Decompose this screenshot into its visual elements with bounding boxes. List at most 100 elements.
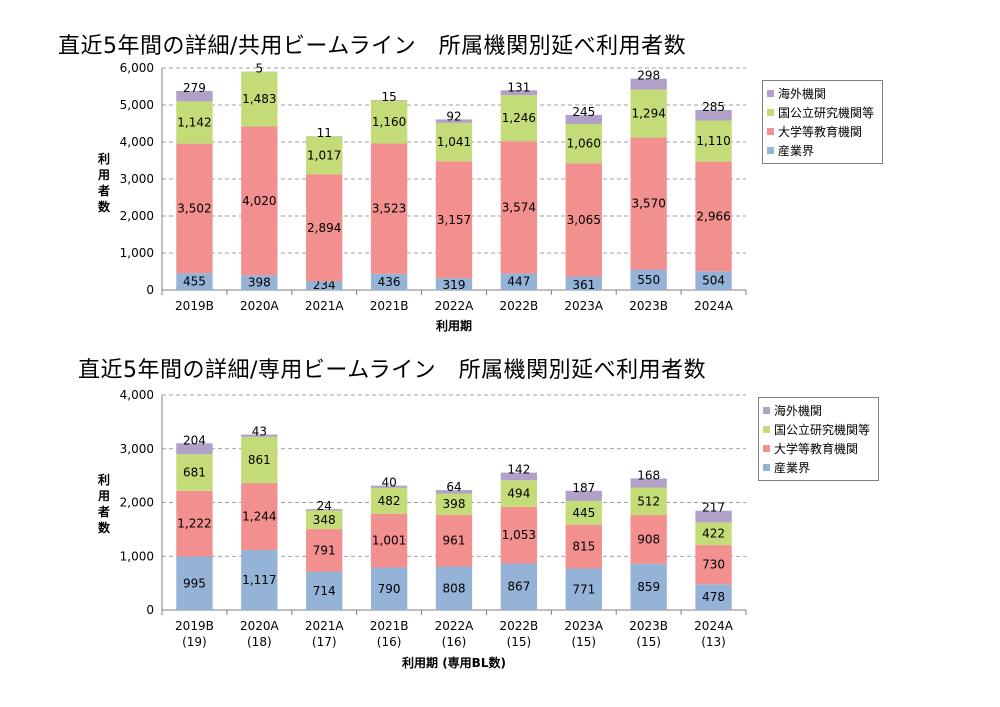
data-label-industry: 398 <box>248 276 271 290</box>
data-label-overseas: 131 <box>507 80 530 94</box>
bar-segment-overseas <box>565 114 602 125</box>
x-tick-sublabel: (15) <box>636 635 661 649</box>
data-label-national: 1,160 <box>372 115 406 129</box>
data-label-university: 791 <box>313 543 336 557</box>
data-label-national: 398 <box>443 497 466 511</box>
bar-segment-national <box>241 436 278 484</box>
data-label-overseas: 168 <box>637 468 660 482</box>
data-label-industry: 1,117 <box>242 573 276 587</box>
x-tick-label: 2024A <box>694 619 734 633</box>
bar-segment-overseas <box>565 490 602 501</box>
x-axis-label: 利用期 <box>436 318 472 333</box>
bar-segment-national <box>695 522 732 546</box>
data-label-university: 3,574 <box>502 200 536 214</box>
legend-label-overseas: 海外機関 <box>778 87 827 101</box>
bar-segment-university <box>500 141 538 274</box>
bar-segment-overseas <box>370 100 408 101</box>
bar-segment-overseas <box>435 119 473 123</box>
x-tick-label: 2023B <box>629 299 668 313</box>
x-tick-label: 2021A <box>305 299 345 313</box>
y-axis-label-char: 用 <box>97 168 110 182</box>
y-axis-label-char: 者 <box>97 183 110 198</box>
data-label-overseas: 40 <box>381 476 396 490</box>
legend-label-national: 国公立研究機関等 <box>774 423 871 437</box>
data-label-industry: 478 <box>702 590 725 604</box>
bar-segment-national <box>370 487 408 514</box>
bar-segment-national <box>500 95 538 142</box>
data-label-national: 1,110 <box>696 134 730 148</box>
data-label-overseas: 5 <box>256 61 264 75</box>
data-label-university: 961 <box>443 534 466 548</box>
bar-segment-overseas <box>500 90 538 96</box>
y-tick-label: 6,000 <box>120 61 154 75</box>
bar-segment-industry <box>500 563 538 610</box>
data-label-overseas: 64 <box>446 480 461 494</box>
data-label-industry: 859 <box>637 580 660 594</box>
y-tick-label: 4,000 <box>120 135 154 149</box>
y-axis-label-char: 者 <box>97 504 110 519</box>
data-label-industry: 808 <box>443 581 466 595</box>
data-label-university: 3,502 <box>177 201 211 215</box>
x-tick-sublabel: (18) <box>247 635 272 649</box>
legend-label-university: 大学等教育機関 <box>778 125 863 139</box>
x-tick-sublabel: (15) <box>507 635 532 649</box>
bar-segment-overseas <box>176 91 213 102</box>
bar-segment-industry <box>500 273 538 290</box>
data-label-overseas: 142 <box>507 463 530 477</box>
x-tick-label: 2023A <box>564 299 604 313</box>
bar-segment-university <box>176 143 213 274</box>
data-label-national: 348 <box>313 513 336 527</box>
data-label-national: 445 <box>572 506 595 520</box>
bar-segment-industry <box>370 273 408 290</box>
data-label-university: 1,001 <box>372 534 406 548</box>
bar-segment-industry <box>630 563 667 610</box>
bar-segment-university <box>435 161 473 279</box>
legend-item-overseas: 海外機関 <box>763 401 870 420</box>
data-label-university: 4,020 <box>242 194 276 208</box>
bar-segment-industry <box>370 567 408 610</box>
data-label-industry: 790 <box>378 582 401 596</box>
y-tick-label: 0 <box>146 603 154 617</box>
bar-segment-university <box>306 174 343 282</box>
bar-segment-industry <box>306 281 343 290</box>
bar-segment-industry <box>176 556 213 610</box>
data-label-university: 730 <box>702 558 725 572</box>
legend-label-industry: 産業界 <box>778 144 815 158</box>
data-label-industry: 234 <box>313 278 336 292</box>
bar-segment-university <box>630 137 667 270</box>
data-label-industry: 447 <box>507 275 530 289</box>
data-label-industry: 995 <box>183 576 206 590</box>
data-label-university: 2,966 <box>696 209 730 223</box>
bar-segment-university <box>565 524 602 569</box>
data-label-overseas: 245 <box>572 105 595 119</box>
bar-segment-national <box>306 510 343 530</box>
data-label-industry: 361 <box>572 278 595 292</box>
bar-segment-national <box>435 122 473 162</box>
bar-segment-national <box>695 120 732 162</box>
chart-title-dedicated-beamline: 直近5年間の詳細/専用ビームライン 所属機関別延べ利用者数 <box>78 358 707 383</box>
x-tick-label: 2022B <box>499 619 538 633</box>
data-label-national: 512 <box>637 494 660 508</box>
data-label-overseas: 187 <box>572 481 595 495</box>
data-label-university: 1,222 <box>177 517 211 531</box>
data-label-industry: 550 <box>637 273 660 287</box>
bar-segment-overseas <box>176 443 213 455</box>
bar-segment-industry <box>176 273 213 290</box>
legend-item-national: 国公立研究機関等 <box>767 103 874 122</box>
x-tick-label: 2021A <box>305 619 345 633</box>
bar-segment-national <box>435 493 473 515</box>
bar-segment-national <box>565 500 602 525</box>
data-label-national: 1,246 <box>502 111 536 125</box>
bar-segment-national <box>306 136 343 175</box>
bar-segment-university <box>630 515 667 564</box>
bar-segment-university <box>695 545 732 585</box>
legend-label-overseas: 海外機関 <box>774 404 823 418</box>
bar-segment-national <box>630 89 667 138</box>
bar-segment-national <box>176 101 213 144</box>
legend-item-industry: 産業界 <box>763 458 870 477</box>
legend-swatch-overseas <box>763 407 770 414</box>
data-label-national: 861 <box>248 453 271 467</box>
y-axis-label-char: 数 <box>98 199 111 214</box>
data-label-overseas: 92 <box>446 109 461 123</box>
